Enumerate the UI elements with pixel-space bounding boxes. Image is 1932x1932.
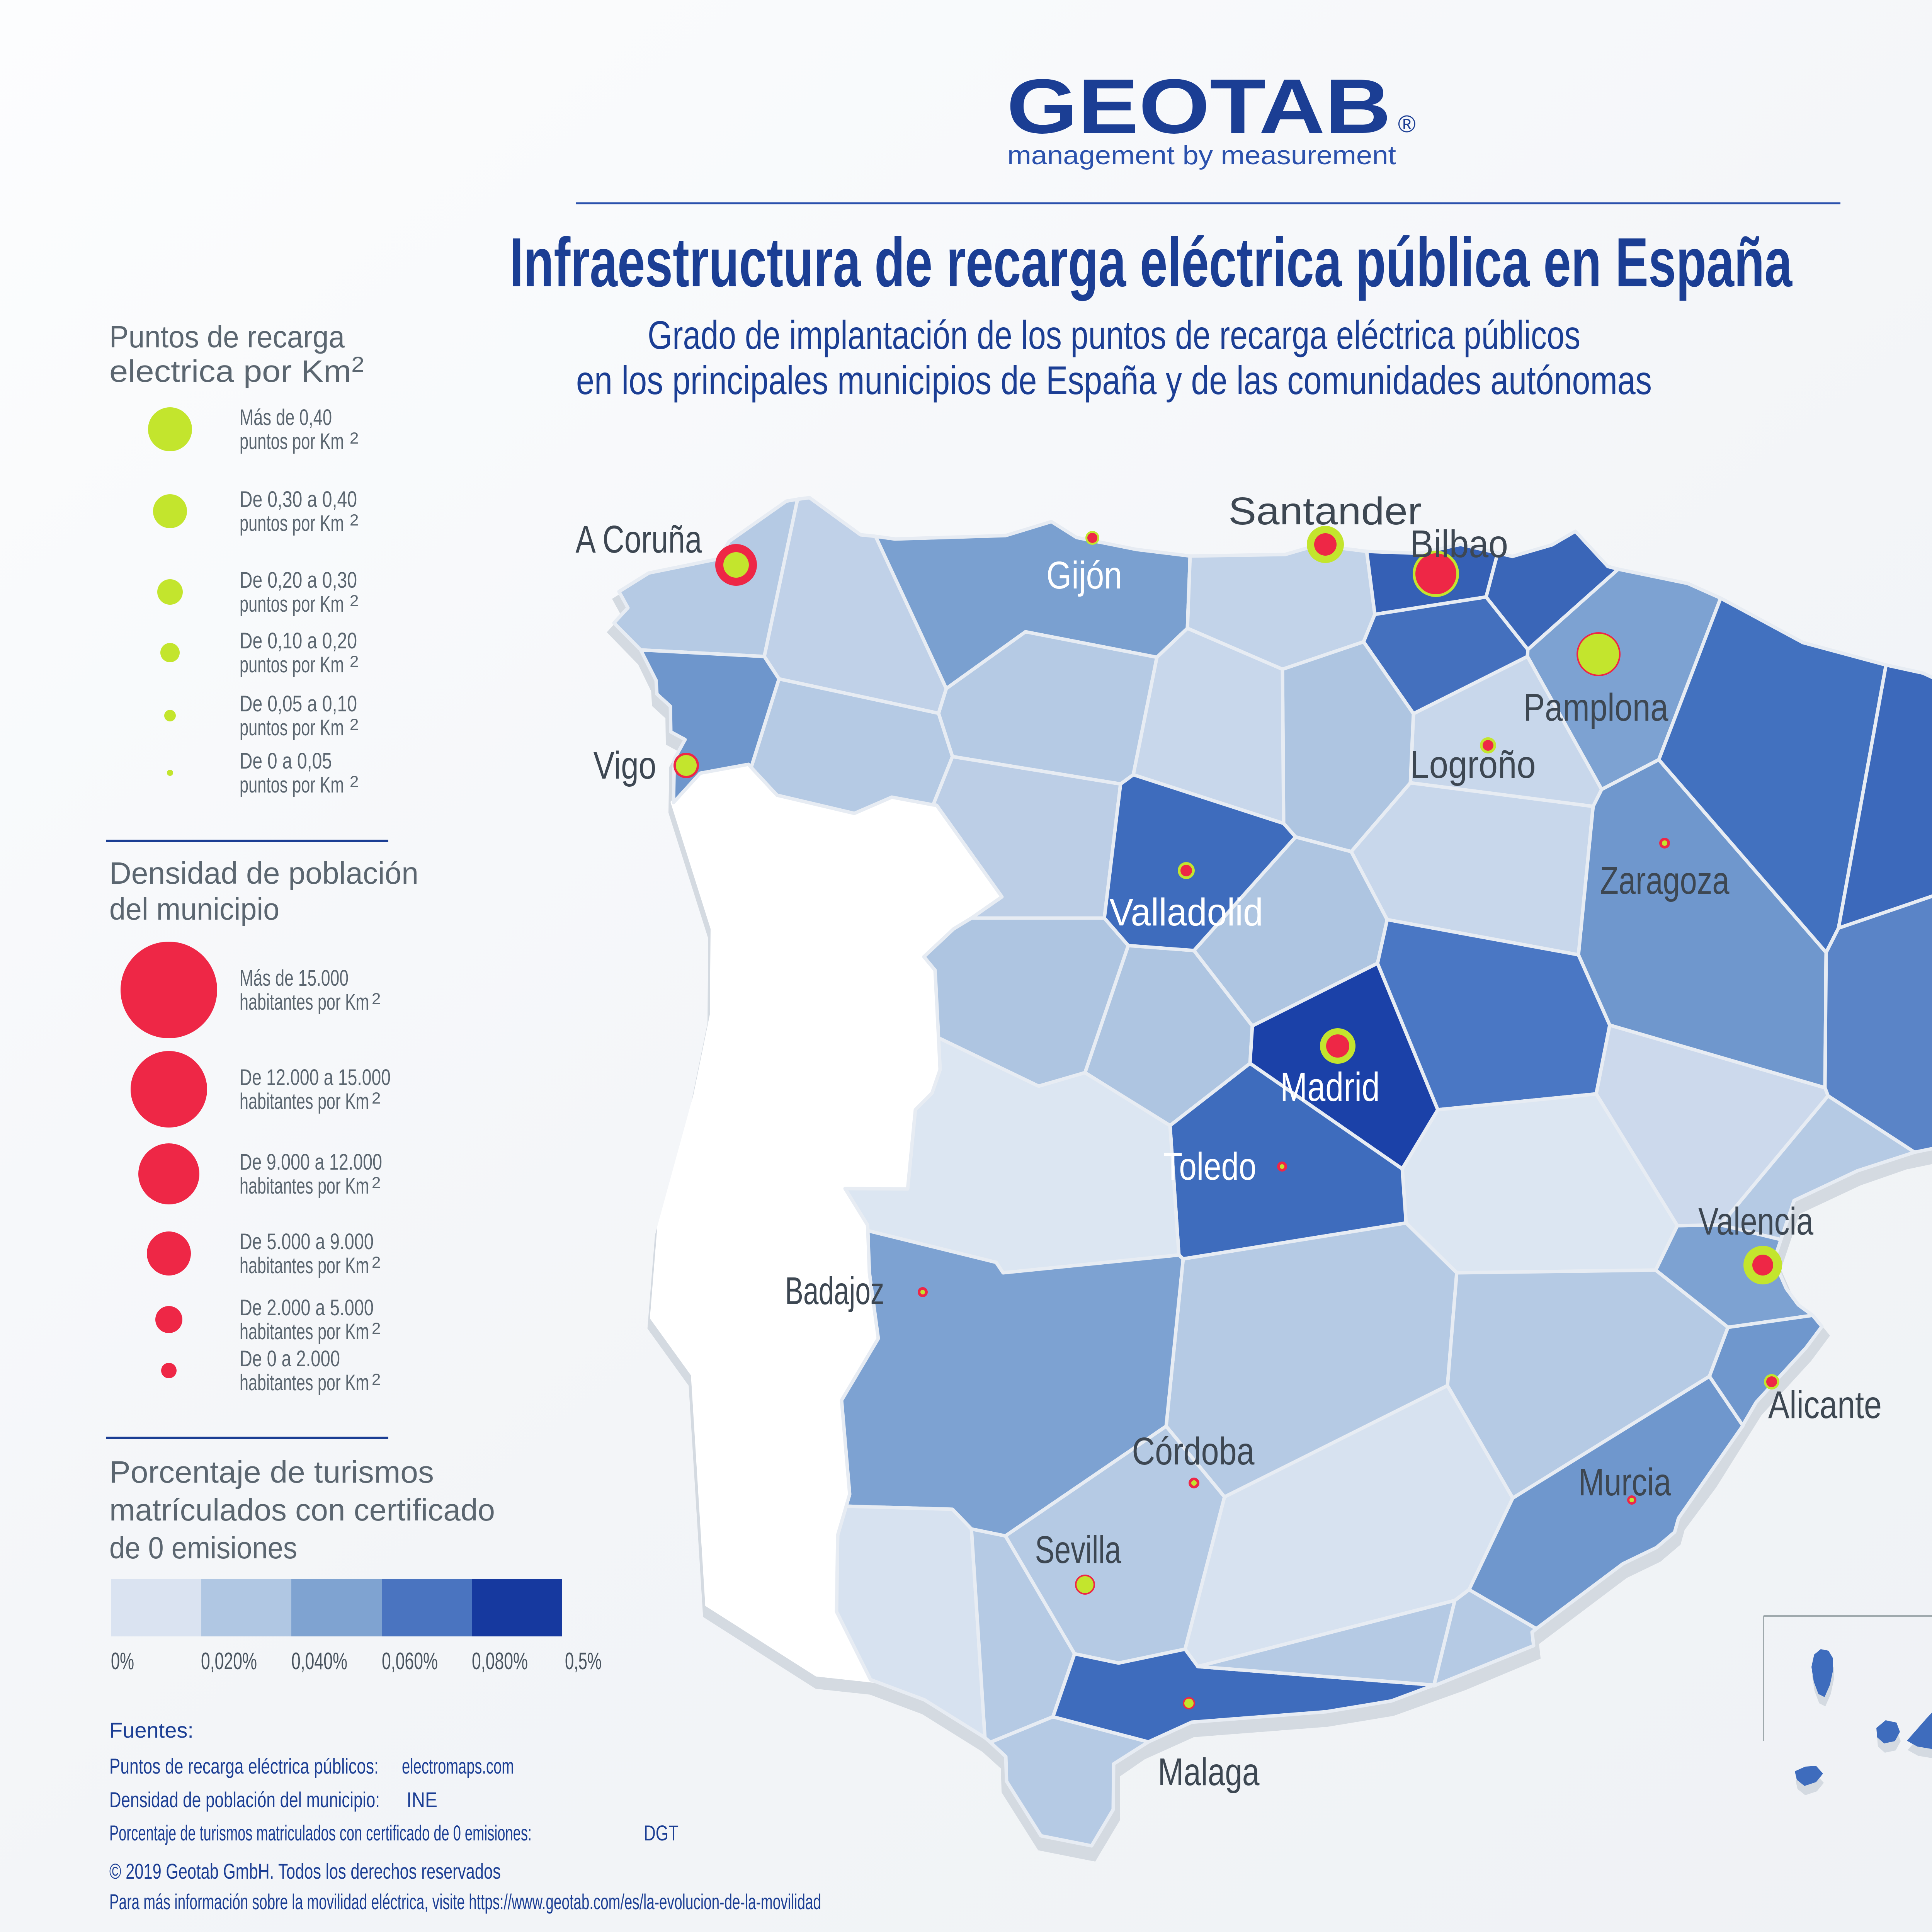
svg-text:puntos por Km: puntos por Km xyxy=(240,592,344,617)
svg-text:De 2.000 a 5.000: De 2.000 a 5.000 xyxy=(240,1295,374,1320)
svg-text:Para más información sobre la: Para más información sobre la movilidad … xyxy=(109,1889,821,1914)
svg-text:Madrid: Madrid xyxy=(1280,1065,1380,1110)
svg-text:Infraestructura de recarga elé: Infraestructura de recarga eléctrica púb… xyxy=(510,224,1793,301)
svg-text:puntos por Km: puntos por Km xyxy=(240,429,344,454)
svg-text:0,080%: 0,080% xyxy=(472,1648,528,1675)
svg-text:De 0 a 0,05: De 0 a 0,05 xyxy=(240,748,332,774)
svg-text:2: 2 xyxy=(350,652,359,670)
svg-text:Puntos de recarga eléctrica pú: Puntos de recarga eléctrica públicos: xyxy=(109,1754,379,1778)
svg-text:®: ® xyxy=(1398,111,1416,138)
svg-text:Densidad de población: Densidad de población xyxy=(109,856,418,890)
svg-text:puntos por Km: puntos por Km xyxy=(240,772,344,798)
svg-text:electromaps.com: electromaps.com xyxy=(402,1754,514,1778)
svg-text:en los principales municipios: en los principales municipios de España … xyxy=(576,358,1652,403)
svg-text:habitantes por Km: habitantes por Km xyxy=(240,1319,369,1344)
svg-text:Más de 0,40: Más de 0,40 xyxy=(240,405,332,430)
svg-text:De 0 a 2.000: De 0 a 2.000 xyxy=(240,1346,340,1371)
svg-text:Pamplona: Pamplona xyxy=(1524,686,1668,729)
svg-text:de 0 emisiones: de 0 emisiones xyxy=(109,1531,297,1565)
svg-text:0,5%: 0,5% xyxy=(565,1648,602,1675)
svg-text:Córdoba: Córdoba xyxy=(1132,1430,1255,1473)
svg-text:A Coruña: A Coruña xyxy=(576,518,702,561)
svg-text:habitantes por Km: habitantes por Km xyxy=(240,1253,369,1278)
svg-text:Densidad de población del muni: Densidad de población del municipio: xyxy=(109,1787,380,1812)
svg-text:management by measurement: management by measurement xyxy=(1007,141,1396,170)
svg-text:Puntos de recarga: Puntos de recarga xyxy=(109,320,345,354)
svg-text:del municipio: del municipio xyxy=(109,892,279,926)
svg-text:0,040%: 0,040% xyxy=(291,1648,347,1675)
svg-text:De 12.000 a 15.000: De 12.000 a 15.000 xyxy=(240,1065,391,1090)
svg-text:2: 2 xyxy=(350,511,359,529)
svg-text:Bilbao: Bilbao xyxy=(1410,522,1508,566)
svg-text:Gijón: Gijón xyxy=(1046,554,1122,597)
svg-text:2: 2 xyxy=(372,1253,381,1271)
svg-text:2: 2 xyxy=(372,1089,381,1107)
svg-text:2: 2 xyxy=(372,1319,381,1337)
svg-text:Más de 15.000: Más de 15.000 xyxy=(240,966,349,991)
svg-text:habitantes por Km: habitantes por Km xyxy=(240,990,369,1015)
svg-text:habitantes por Km: habitantes por Km xyxy=(240,1089,369,1114)
svg-text:Vigo: Vigo xyxy=(594,744,656,787)
svg-text:De 0,30 a 0,40: De 0,30 a 0,40 xyxy=(240,487,357,512)
svg-text:2: 2 xyxy=(372,1173,381,1192)
svg-text:Alicante: Alicante xyxy=(1768,1383,1882,1427)
svg-text:habitantes por Km: habitantes por Km xyxy=(240,1173,369,1199)
svg-text:matrículados con certificado: matrículados con certificado xyxy=(109,1493,495,1527)
svg-text:Logroño: Logroño xyxy=(1410,743,1536,786)
svg-text:0,020%: 0,020% xyxy=(201,1648,257,1675)
svg-text:2: 2 xyxy=(350,429,359,447)
svg-text:2: 2 xyxy=(350,592,359,610)
svg-text:De 0,10 a 0,20: De 0,10 a 0,20 xyxy=(240,628,357,653)
svg-text:2: 2 xyxy=(372,1370,381,1388)
svg-text:Fuentes:: Fuentes: xyxy=(109,1718,194,1742)
svg-text:0%: 0% xyxy=(111,1648,134,1675)
svg-text:Murcia: Murcia xyxy=(1578,1461,1671,1504)
svg-text:Sevilla: Sevilla xyxy=(1035,1528,1121,1571)
svg-text:Santander: Santander xyxy=(1228,490,1422,533)
svg-text:Porcentaje de turismos: Porcentaje de turismos xyxy=(109,1455,434,1489)
svg-text:De 5.000 a 9.000: De 5.000 a 9.000 xyxy=(240,1229,374,1254)
svg-text:De 9.000 a 12.000: De 9.000 a 12.000 xyxy=(240,1150,382,1175)
svg-text:0,060%: 0,060% xyxy=(382,1648,438,1675)
svg-text:Porcentaje de turismos matricu: Porcentaje de turismos matriculados con … xyxy=(109,1821,532,1845)
svg-text:De 0,20 a 0,30: De 0,20 a 0,30 xyxy=(240,568,357,593)
svg-text:© 2019 Geotab GmbH. Todos los: © 2019 Geotab GmbH. Todos los derechos r… xyxy=(109,1859,501,1883)
svg-text:Valladolid: Valladolid xyxy=(1109,891,1263,934)
svg-text:Toledo: Toledo xyxy=(1163,1145,1257,1188)
svg-text:puntos por Km: puntos por Km xyxy=(240,652,344,677)
svg-text:2: 2 xyxy=(350,715,359,733)
svg-text:De 0,05 a 0,10: De 0,05 a 0,10 xyxy=(240,691,357,716)
svg-text:INE: INE xyxy=(406,1787,437,1812)
svg-text:2: 2 xyxy=(372,990,381,1008)
svg-text:Valencia: Valencia xyxy=(1698,1200,1813,1243)
svg-text:puntos por Km: puntos por Km xyxy=(240,511,344,536)
svg-text:DGT: DGT xyxy=(644,1821,679,1845)
svg-text:habitantes por Km: habitantes por Km xyxy=(240,1370,369,1395)
svg-text:puntos por Km: puntos por Km xyxy=(240,715,344,740)
svg-text:Zaragoza: Zaragoza xyxy=(1600,859,1730,902)
svg-text:2: 2 xyxy=(350,772,359,791)
svg-text:GEOTAB: GEOTAB xyxy=(1007,63,1391,150)
svg-text:electrica por Km2: electrica por Km 2 xyxy=(109,352,364,388)
svg-text:Badajoz: Badajoz xyxy=(785,1269,884,1313)
svg-text:Malaga: Malaga xyxy=(1158,1750,1260,1794)
svg-text:Grado de implantación de los p: Grado de implantación de los puntos de r… xyxy=(648,313,1580,358)
